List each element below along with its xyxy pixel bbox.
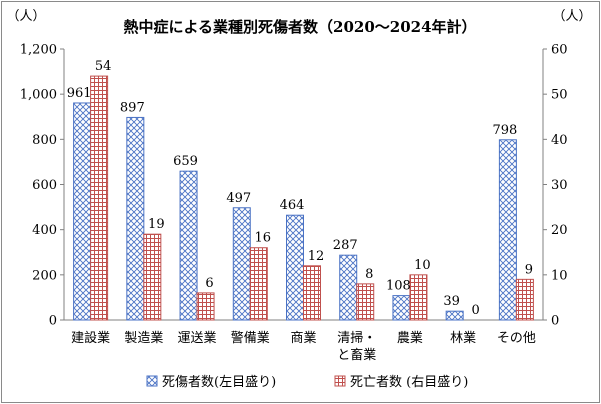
right-tick-label: 20 [551, 223, 568, 238]
category-label: その他 [497, 331, 536, 346]
bar-deaths [249, 247, 268, 321]
left-axis-ticks: 0 200 400 600 800 1,000 1,200 [20, 43, 64, 329]
right-axis-ticks: 0 10 20 30 40 50 60 [543, 43, 568, 329]
data-label-casualties: 108 [386, 279, 411, 294]
category-label: 運送業 [178, 330, 217, 346]
bar-casualties [286, 214, 304, 321]
bar-casualties [232, 207, 251, 321]
left-tick-label: 200 [32, 268, 57, 283]
bar-deaths [143, 233, 162, 321]
legend-swatch [146, 375, 158, 387]
left-tick-label: 600 [32, 178, 57, 193]
data-label-casualties: 897 [120, 100, 145, 115]
data-label-deaths: 8 [365, 267, 373, 282]
left-tick-label: 800 [32, 133, 57, 148]
data-label-deaths: 19 [148, 217, 165, 232]
left-tick-label: 1,000 [20, 88, 57, 103]
bar-deaths [196, 292, 215, 321]
data-label-casualties: 287 [333, 238, 358, 253]
bar-casualties [498, 139, 517, 321]
bar-casualties [445, 310, 464, 321]
category-label: 警備業 [231, 330, 270, 346]
right-tick-label: 0 [551, 314, 559, 329]
data-label-casualties: 961 [67, 86, 92, 101]
data-label-deaths: 16 [255, 231, 272, 246]
data-label-deaths: 10 [414, 258, 431, 273]
bar-casualties [392, 295, 411, 321]
data-label-deaths: 6 [205, 276, 213, 291]
category-label: 清掃・ [337, 330, 376, 346]
legend-label: 死亡者数 (右目盛り) [350, 375, 468, 390]
data-label-deaths: 0 [472, 303, 480, 318]
data-label-deaths: 9 [525, 262, 533, 277]
bar-casualties [73, 102, 92, 321]
right-axis-unit: （人） [552, 9, 591, 24]
right-tick-label: 50 [551, 88, 568, 103]
category-label: 農業 [397, 330, 423, 346]
left-tick-label: 1,200 [20, 43, 57, 58]
data-label-deaths: 12 [308, 249, 325, 264]
bar-deaths [303, 265, 321, 321]
data-label-deaths: 54 [95, 59, 112, 74]
category-label: 商業 [290, 330, 316, 346]
category-labels: 建設業 製造業 運送業 警備業 商業 清掃・と畜業 農業 林業 その他 [71, 330, 536, 363]
right-tick-label: 30 [551, 178, 568, 193]
legend-label: 死傷者数(左目盛り) [162, 375, 276, 390]
left-axis-unit: （人） [6, 9, 45, 24]
data-label-casualties: 497 [226, 191, 251, 206]
bar-deaths [515, 278, 534, 321]
legend: 死傷者数(左目盛り) 死亡者数 (右目盛り) [146, 375, 468, 390]
right-tick-label: 40 [551, 133, 568, 148]
bar-deaths [356, 283, 375, 321]
category-label: と畜業 [337, 347, 376, 363]
data-label-casualties: 464 [280, 198, 305, 213]
bar-casualties [339, 254, 358, 321]
data-label-casualties: 798 [492, 123, 517, 138]
legend-swatch [334, 375, 346, 387]
data-label-casualties: 39 [443, 294, 460, 309]
bar-casualties [126, 116, 145, 321]
chart-title: 熱中症による業種別死傷者数（2020～2024年計） [123, 18, 476, 36]
bar-casualties [179, 170, 198, 321]
category-label: 建設業 [71, 330, 110, 346]
right-tick-label: 10 [551, 268, 568, 283]
category-label: 林業 [450, 330, 476, 346]
data-label-casualties: 659 [173, 154, 198, 169]
bar-deaths [409, 274, 428, 321]
right-tick-label: 60 [551, 43, 568, 58]
left-tick-label: 0 [49, 314, 57, 329]
category-label: 製造業 [124, 330, 163, 346]
bar-deaths [90, 75, 109, 321]
left-tick-label: 400 [32, 223, 57, 238]
